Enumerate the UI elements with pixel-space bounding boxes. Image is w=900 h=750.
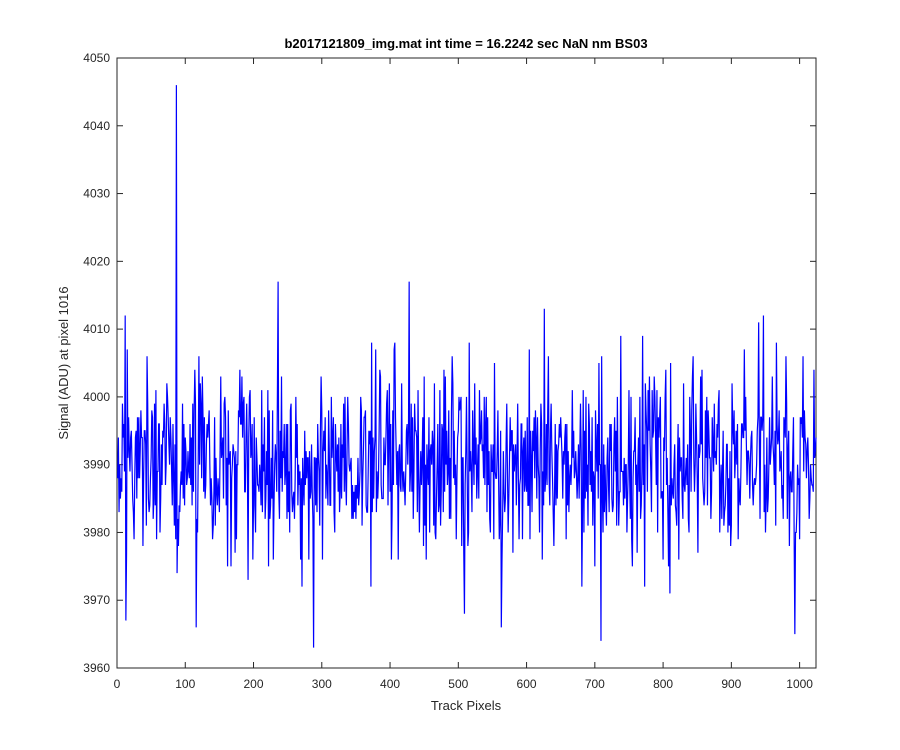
y-tick-label: 4050 (83, 51, 110, 65)
y-tick-label: 3980 (83, 525, 110, 539)
x-tick-label: 600 (517, 677, 537, 691)
y-axis-ticks: 3960 3970 3980 3990 4000 4010 4020 4030 4040 4050 (83, 51, 816, 675)
x-tick-label: 800 (653, 677, 673, 691)
x-tick-label: 1000 (786, 677, 813, 691)
x-tick-label: 700 (585, 677, 605, 691)
x-tick-label: 100 (175, 677, 195, 691)
x-tick-label: 200 (244, 677, 264, 691)
y-tick-label: 4030 (83, 187, 110, 201)
y-tick-label: 4020 (83, 254, 110, 268)
y-tick-label: 3990 (83, 458, 110, 472)
series-line (117, 85, 817, 648)
y-tick-label: 4040 (83, 119, 110, 133)
x-axis-label: Track Pixels (431, 698, 502, 713)
y-tick-label: 3970 (83, 593, 110, 607)
y-tick-label: 4010 (83, 322, 110, 336)
y-tick-label: 4000 (83, 390, 110, 404)
x-axis-ticks: 0 100 200 300 400 500 600 700 800 900 1000 (114, 58, 813, 691)
x-tick-label: 0 (114, 677, 121, 691)
plot-area (116, 57, 817, 669)
x-tick-label: 900 (721, 677, 741, 691)
x-tick-label: 300 (312, 677, 332, 691)
y-axis-label: Signal (ADU) at pixel 1016 (56, 286, 71, 439)
chart-title: b2017121809_img.mat int time = 16.2242 s… (284, 36, 647, 51)
y-tick-label: 3960 (83, 661, 110, 675)
x-tick-label: 500 (448, 677, 468, 691)
x-tick-label: 400 (380, 677, 400, 691)
